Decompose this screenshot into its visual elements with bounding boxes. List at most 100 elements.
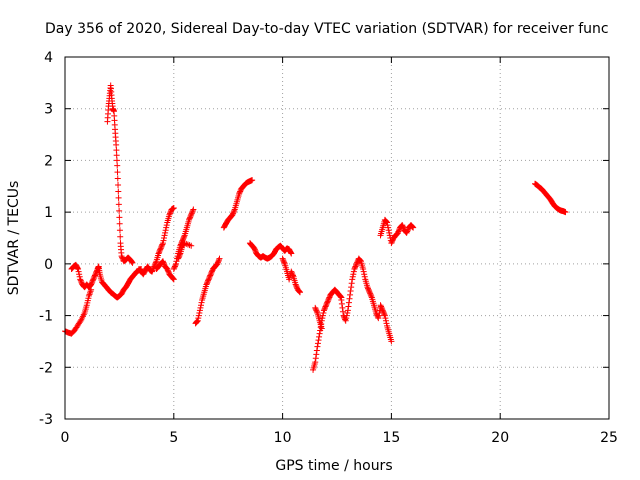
data-point — [152, 259, 159, 266]
data-point — [337, 293, 344, 300]
data-point — [117, 233, 124, 240]
data-point — [356, 256, 363, 263]
data-point — [384, 222, 391, 229]
data-point — [323, 300, 330, 307]
data-point — [288, 250, 295, 257]
data-point — [203, 280, 210, 287]
data-point — [76, 271, 83, 278]
data-point — [230, 210, 237, 217]
data-point — [337, 293, 344, 300]
data-point — [77, 277, 84, 284]
data-point — [114, 162, 121, 169]
data-point — [252, 247, 259, 254]
data-point — [313, 308, 320, 315]
data-point — [353, 262, 360, 269]
data-point — [313, 351, 320, 358]
data-point — [347, 288, 354, 295]
data-point — [345, 303, 352, 310]
data-point — [313, 307, 320, 314]
data-point — [170, 205, 177, 212]
data-point — [289, 271, 296, 278]
data-point — [77, 276, 84, 283]
data-point — [293, 284, 300, 291]
data-point — [388, 238, 395, 245]
data-point — [115, 188, 122, 195]
data-point — [195, 312, 202, 319]
data-point — [114, 169, 121, 176]
data-point — [400, 224, 407, 231]
data-point — [279, 255, 286, 262]
data-point — [115, 181, 122, 188]
data-point — [114, 175, 121, 182]
data-point — [319, 315, 326, 322]
data-point — [186, 216, 193, 223]
data-point — [170, 266, 177, 273]
x-tick-label: 5 — [169, 430, 178, 446]
data-point — [324, 298, 331, 305]
x-tick-label: 10 — [274, 430, 292, 446]
data-point — [349, 273, 356, 280]
data-point — [383, 218, 390, 225]
data-point — [89, 277, 96, 284]
data-point — [348, 280, 355, 287]
data-point — [206, 275, 213, 282]
data-point — [380, 308, 387, 315]
data-point — [351, 264, 358, 271]
data-point — [194, 318, 201, 325]
data-point — [320, 307, 327, 314]
data-point — [176, 251, 183, 258]
data-point — [93, 269, 100, 276]
data-point — [161, 260, 168, 267]
data-point — [175, 255, 182, 262]
y-tick-label: -1 — [39, 309, 53, 325]
chart-title: Day 356 of 2020, Sidereal Day-to-day VTE… — [45, 21, 609, 37]
data-point — [367, 290, 374, 297]
data-point — [188, 242, 195, 249]
data-point — [410, 224, 417, 231]
data-point — [128, 259, 135, 266]
x-tick-label: 0 — [61, 430, 70, 446]
x-tick-label: 20 — [491, 430, 509, 446]
data-points — [62, 82, 569, 373]
data-point — [171, 264, 178, 271]
data-point — [293, 282, 300, 289]
y-tick-label: -3 — [39, 412, 53, 428]
y-tick-label: 0 — [44, 257, 53, 273]
data-point — [171, 263, 178, 270]
data-point — [381, 312, 388, 319]
data-point — [314, 343, 321, 350]
data-point — [188, 210, 195, 217]
data-point — [157, 246, 164, 253]
data-point — [312, 306, 319, 313]
data-point — [382, 218, 389, 225]
data-point — [314, 340, 321, 347]
data-point — [164, 267, 171, 274]
data-point — [187, 213, 194, 220]
data-point — [186, 215, 193, 222]
data-point — [360, 268, 367, 275]
data-point — [364, 284, 371, 291]
data-point — [176, 253, 183, 260]
data-point — [350, 271, 357, 278]
data-point — [313, 347, 320, 354]
data-point — [229, 211, 236, 218]
data-point — [161, 235, 168, 241]
data-point — [322, 304, 329, 311]
data-point — [386, 229, 393, 236]
data-point — [281, 259, 288, 266]
data-point — [91, 273, 98, 280]
data-point — [409, 223, 416, 230]
data-point — [326, 294, 333, 301]
x-tick-label: 25 — [600, 430, 618, 446]
data-point — [404, 228, 411, 235]
data-point — [348, 284, 355, 291]
data-point — [381, 311, 388, 318]
data-point — [236, 189, 243, 196]
data-point — [386, 232, 393, 239]
data-point — [367, 291, 374, 298]
data-point — [345, 299, 352, 306]
data-point — [404, 227, 411, 234]
data-point — [292, 281, 299, 288]
data-point — [382, 315, 389, 322]
data-point — [251, 246, 258, 253]
